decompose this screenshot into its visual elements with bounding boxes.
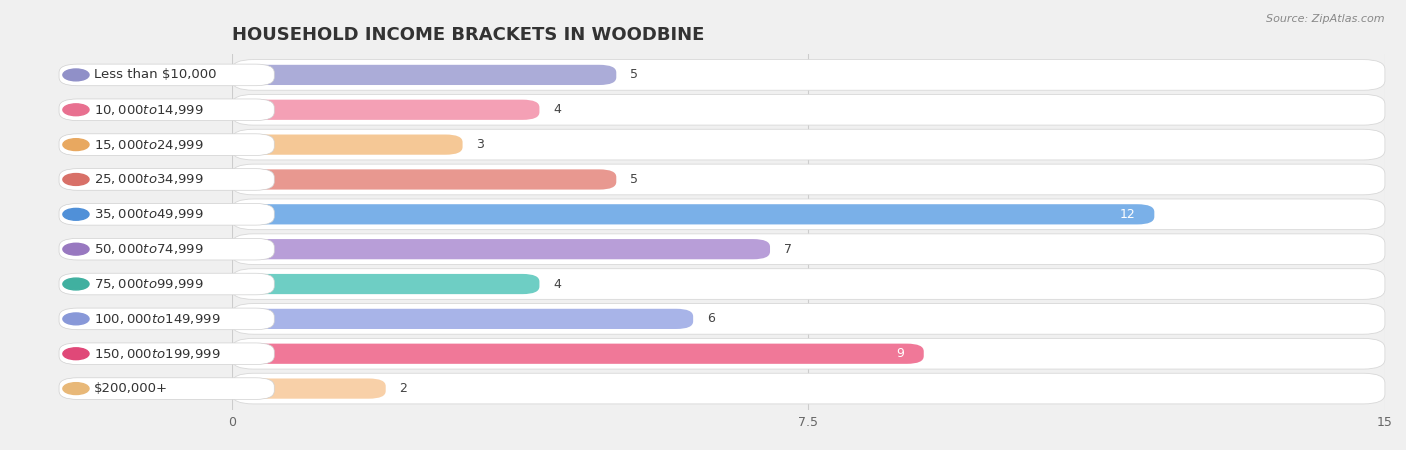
FancyBboxPatch shape — [59, 64, 274, 86]
Text: 5: 5 — [630, 173, 638, 186]
FancyBboxPatch shape — [232, 234, 1385, 265]
Text: 4: 4 — [554, 103, 561, 116]
FancyBboxPatch shape — [59, 238, 274, 260]
Text: 7: 7 — [785, 243, 792, 256]
FancyBboxPatch shape — [232, 169, 616, 189]
Circle shape — [63, 313, 89, 325]
FancyBboxPatch shape — [232, 59, 1385, 90]
Text: 6: 6 — [707, 312, 714, 325]
Text: 2: 2 — [399, 382, 408, 395]
FancyBboxPatch shape — [59, 378, 274, 400]
FancyBboxPatch shape — [232, 199, 1385, 230]
FancyBboxPatch shape — [232, 378, 385, 399]
FancyBboxPatch shape — [232, 164, 1385, 195]
FancyBboxPatch shape — [59, 203, 274, 225]
FancyBboxPatch shape — [59, 169, 274, 190]
Text: 12: 12 — [1119, 208, 1135, 221]
FancyBboxPatch shape — [232, 239, 770, 259]
FancyBboxPatch shape — [59, 343, 274, 364]
Text: HOUSEHOLD INCOME BRACKETS IN WOODBINE: HOUSEHOLD INCOME BRACKETS IN WOODBINE — [232, 26, 704, 44]
FancyBboxPatch shape — [232, 99, 540, 120]
FancyBboxPatch shape — [232, 269, 1385, 299]
Text: $35,000 to $49,999: $35,000 to $49,999 — [94, 207, 204, 221]
Text: $150,000 to $199,999: $150,000 to $199,999 — [94, 347, 221, 361]
Text: $10,000 to $14,999: $10,000 to $14,999 — [94, 103, 204, 117]
Text: $75,000 to $99,999: $75,000 to $99,999 — [94, 277, 204, 291]
Circle shape — [63, 69, 89, 81]
Circle shape — [63, 174, 89, 185]
FancyBboxPatch shape — [232, 65, 616, 85]
FancyBboxPatch shape — [59, 308, 274, 330]
FancyBboxPatch shape — [59, 134, 274, 155]
FancyBboxPatch shape — [232, 135, 463, 155]
Text: Source: ZipAtlas.com: Source: ZipAtlas.com — [1267, 14, 1385, 23]
Circle shape — [63, 348, 89, 360]
Circle shape — [63, 104, 89, 116]
Circle shape — [63, 139, 89, 151]
Circle shape — [63, 278, 89, 290]
FancyBboxPatch shape — [232, 129, 1385, 160]
Text: 4: 4 — [554, 278, 561, 291]
Circle shape — [63, 208, 89, 220]
FancyBboxPatch shape — [232, 94, 1385, 125]
Text: 3: 3 — [477, 138, 484, 151]
Text: 9: 9 — [897, 347, 904, 360]
Circle shape — [63, 243, 89, 255]
Text: $200,000+: $200,000+ — [94, 382, 167, 395]
FancyBboxPatch shape — [232, 304, 1385, 334]
Text: 5: 5 — [630, 68, 638, 81]
FancyBboxPatch shape — [232, 204, 1154, 225]
Text: $25,000 to $34,999: $25,000 to $34,999 — [94, 172, 204, 186]
FancyBboxPatch shape — [59, 273, 274, 295]
Circle shape — [63, 382, 89, 395]
FancyBboxPatch shape — [232, 344, 924, 364]
Text: $100,000 to $149,999: $100,000 to $149,999 — [94, 312, 221, 326]
Text: Less than $10,000: Less than $10,000 — [94, 68, 217, 81]
Text: $15,000 to $24,999: $15,000 to $24,999 — [94, 138, 204, 152]
FancyBboxPatch shape — [59, 99, 274, 121]
FancyBboxPatch shape — [232, 373, 1385, 404]
FancyBboxPatch shape — [232, 338, 1385, 369]
Text: $50,000 to $74,999: $50,000 to $74,999 — [94, 242, 204, 256]
FancyBboxPatch shape — [232, 309, 693, 329]
FancyBboxPatch shape — [232, 274, 540, 294]
